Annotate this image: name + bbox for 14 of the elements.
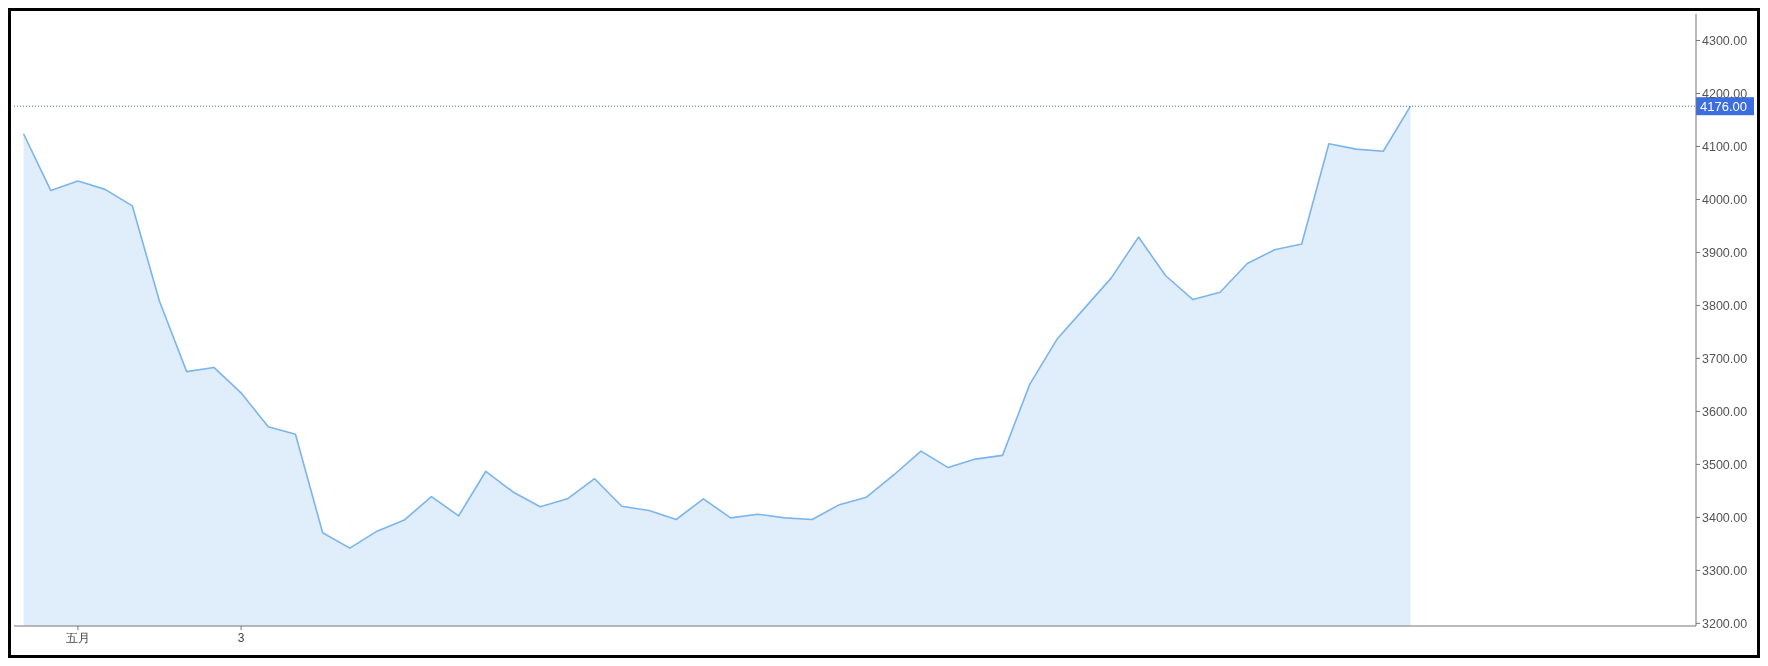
y-tick-label: 3600.00 [1702,404,1748,419]
y-tick-label: 3200.00 [1702,616,1748,631]
x-tick-label: 3 [237,631,245,645]
y-tick-label: 3300.00 [1702,563,1748,578]
y-tick-label: 4100.00 [1702,139,1748,154]
y-tick-label: 3700.00 [1702,351,1748,366]
y-tick-label: 4300.00 [1702,33,1748,48]
x-tick-label: 五月 [65,631,90,645]
y-tick-label: 3500.00 [1702,457,1748,472]
y-tick-label: 3800.00 [1702,298,1748,313]
ref-line-label: 4176.00 [1700,99,1747,115]
y-tick-label: 4000.00 [1702,192,1748,207]
y-tick-label: 3400.00 [1702,510,1748,525]
y-tick-label: 3900.00 [1702,245,1748,260]
